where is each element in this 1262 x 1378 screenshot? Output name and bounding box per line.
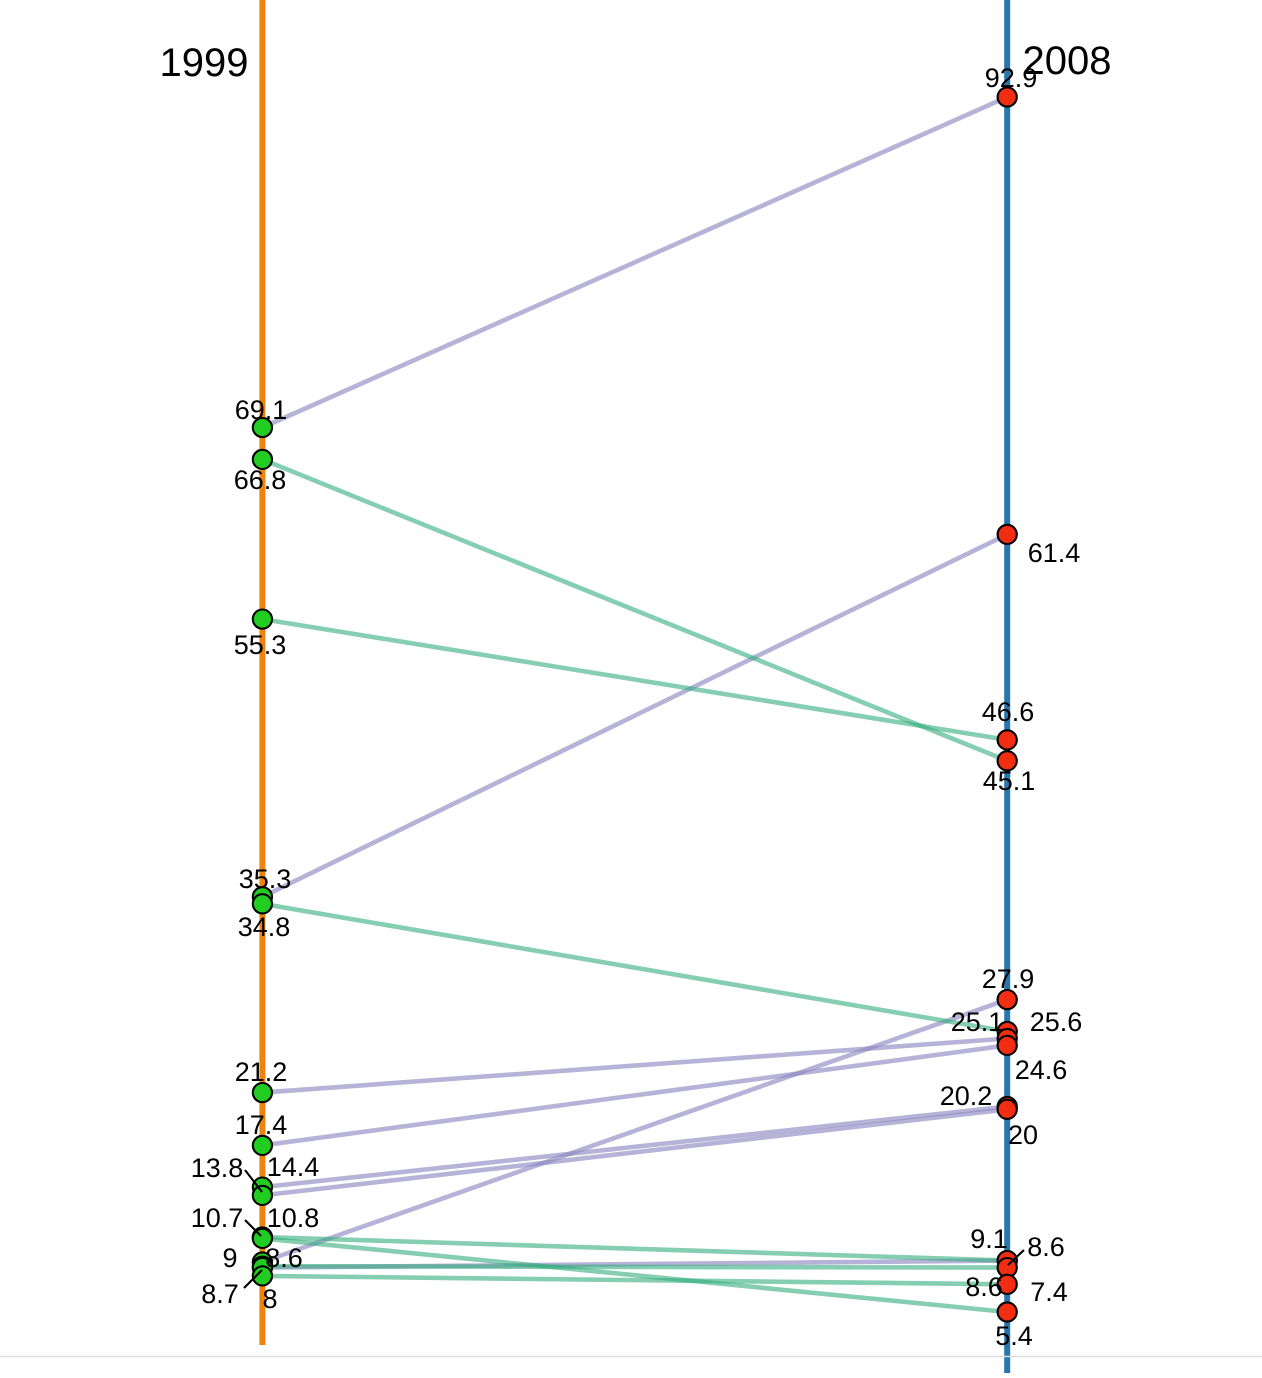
svg-text:25.6: 25.6 <box>1030 1007 1083 1037</box>
svg-text:45.1: 45.1 <box>983 766 1036 796</box>
svg-text:27.9: 27.9 <box>982 964 1035 994</box>
svg-text:9: 9 <box>222 1243 237 1273</box>
svg-text:25.1: 25.1 <box>951 1007 1004 1037</box>
svg-text:69.1: 69.1 <box>235 395 288 425</box>
svg-text:21.2: 21.2 <box>235 1057 288 1087</box>
svg-text:13.8: 13.8 <box>191 1153 244 1183</box>
svg-text:8.7: 8.7 <box>201 1279 239 1309</box>
svg-text:8: 8 <box>262 1284 277 1314</box>
svg-text:35.3: 35.3 <box>239 864 292 894</box>
svg-text:14.4: 14.4 <box>267 1152 320 1182</box>
svg-text:92.9: 92.9 <box>985 63 1038 93</box>
svg-text:8.6: 8.6 <box>265 1243 303 1273</box>
svg-text:2008: 2008 <box>1023 39 1112 83</box>
svg-text:66.8: 66.8 <box>234 465 287 495</box>
svg-text:8.6: 8.6 <box>965 1272 1003 1302</box>
svg-text:46.6: 46.6 <box>982 697 1035 727</box>
svg-text:24.6: 24.6 <box>1015 1055 1068 1085</box>
svg-text:61.4: 61.4 <box>1028 538 1081 568</box>
svg-text:10.8: 10.8 <box>267 1203 320 1233</box>
svg-text:7.4: 7.4 <box>1030 1277 1068 1307</box>
svg-text:9.1: 9.1 <box>970 1224 1008 1254</box>
svg-text:5.4: 5.4 <box>995 1321 1033 1351</box>
svg-text:55.3: 55.3 <box>234 630 287 660</box>
svg-text:8.6: 8.6 <box>1027 1232 1065 1262</box>
svg-text:1999: 1999 <box>160 41 249 85</box>
svg-text:20: 20 <box>1008 1120 1038 1150</box>
svg-text:17.4: 17.4 <box>235 1110 288 1140</box>
svg-text:20.2: 20.2 <box>940 1081 993 1111</box>
svg-text:34.8: 34.8 <box>238 912 291 942</box>
svg-text:10.7: 10.7 <box>191 1203 244 1233</box>
